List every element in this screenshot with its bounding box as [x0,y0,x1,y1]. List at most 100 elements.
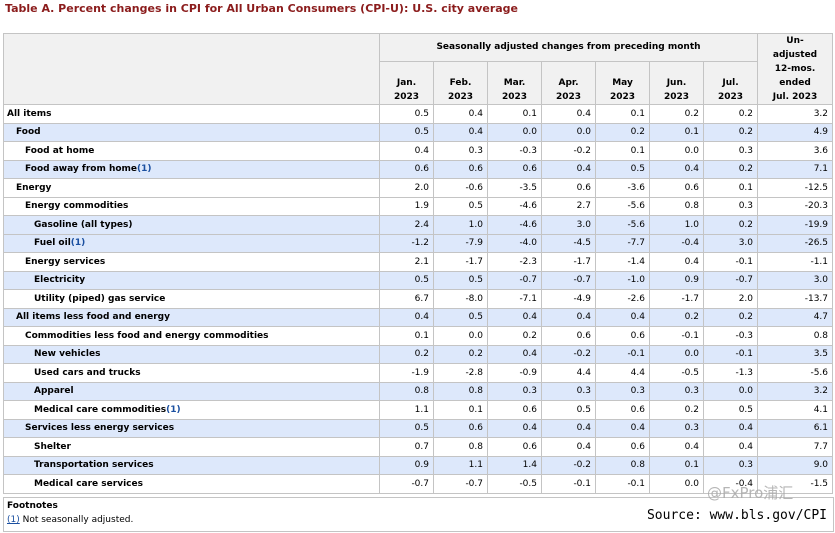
monthly-value-cell: 0.3 [487,381,542,401]
monthly-value-cell: 0.4 [649,252,704,272]
monthly-value-cell: 0.2 [702,215,759,235]
footnote-link[interactable]: (1) [7,515,20,525]
monthly-value-cell: 3.0 [702,233,759,253]
row-label-text: Utility (piped) gas service [34,293,166,304]
unadjusted-header-line: Un- [786,36,804,46]
unadjusted-header-line: Jul. 2023 [772,92,818,102]
footnote-marker[interactable]: (1) [70,238,86,249]
monthly-value-cell: 0.3 [702,141,759,161]
table-row: All items less food and energy 0.4 0.5 0.4 0… [3,307,834,327]
monthly-value-cell: 0.8 [595,455,650,475]
row-label: New vehicles [3,344,380,364]
row-label-text: Electricity [34,275,86,286]
monthly-value-cell: 4.4 [541,363,596,383]
year-label: 2023 [447,92,474,102]
monthly-value-cell: 0.4 [541,104,596,124]
monthly-value-cell: 0.3 [702,455,759,475]
monthly-value-cell: 0.6 [487,159,542,179]
row-label-text: Gasoline (all types) [34,219,133,230]
monthly-value-cell: 0.6 [649,178,704,198]
monthly-value-cell: 0.6 [379,159,434,179]
month-header: Jan. 2023 [379,60,434,106]
monthly-value-cell: -2.3 [487,252,542,272]
monthly-value-cell: -1.7 [433,252,488,272]
row-label: Food [3,122,380,142]
table-row: Energy services 2.1 -1.7 -2.3 -1.7 -1.4 0.4 -0.… [3,252,834,272]
footnote-marker[interactable]: (1) [166,404,181,415]
monthly-value-cell: -0.1 [595,344,650,364]
unadjusted-value-cell: -19.9 [757,215,834,235]
monthly-value-cell: 0.8 [433,437,488,457]
row-label: Services less energy services [3,418,380,438]
monthly-value-cell: 0.0 [702,381,759,401]
table-row: Food 0.5 0.4 0.0 0.0 0.2 0.1 0.2 4.9 [3,122,834,142]
monthly-value-cell: 0.6 [433,418,488,438]
monthly-value-cell: 0.4 [487,344,542,364]
monthly-value-cell: 0.5 [702,400,759,420]
unadjusted-value-cell: -5.6 [757,363,834,383]
table-row: Gasoline (all types) 2.4 1.0 -4.6 3.0 -5.6 1.0… [3,215,834,235]
monthly-value-cell: -0.1 [649,326,704,346]
monthly-value-cell: 0.6 [433,159,488,179]
watermark-logo: @FxPro浦汇 [707,484,794,502]
monthly-value-cell: -0.1 [702,252,759,272]
month-label: Apr. [558,78,579,88]
row-label-text: Energy commodities [25,201,129,212]
monthly-value-cell: -5.6 [595,196,650,216]
monthly-value-cell: 0.4 [433,104,488,124]
monthly-value-cell: 0.5 [433,307,488,327]
month-label: Mar. [503,78,526,88]
monthly-value-cell: 0.4 [595,307,650,327]
month-label: May [612,78,633,88]
year-label: 2023 [663,92,690,102]
unadjusted-value-cell: 3.2 [757,381,834,401]
monthly-value-cell: 0.4 [379,141,434,161]
row-label: Gasoline (all types) [3,215,380,235]
monthly-value-cell: -0.4 [702,474,759,494]
monthly-value-cell: -7.7 [595,233,650,253]
monthly-value-cell: 1.9 [379,196,434,216]
monthly-value-cell: 0.4 [487,307,542,327]
row-label: Electricity [3,270,380,290]
monthly-value-cell: 0.5 [379,104,434,124]
monthly-value-cell: 0.3 [433,141,488,161]
monthly-value-cell: 2.7 [541,196,596,216]
row-label: All items less food and energy [3,307,380,327]
row-label-text: Energy [16,182,52,193]
row-label-text: All items less food and energy [16,312,170,323]
month-header: Jun. 2023 [649,60,704,106]
monthly-value-cell: 0.8 [433,381,488,401]
unadjusted-value-cell: 3.2 [757,104,834,124]
monthly-value-cell: -1.7 [649,289,704,309]
monthly-value-cell: 0.9 [379,455,434,475]
row-label-text: Services less energy services [25,423,175,434]
footnote-marker[interactable]: (1) [137,164,152,175]
table-row: Energy 2.0 -0.6 -3.5 0.6 -3.6 0.6 0.1 -12.5 [3,178,834,198]
table-row: Medical care commodities(1) 1.1 0.1 0.6 0.5 0… [3,400,834,420]
monthly-value-cell: 0.2 [649,104,704,124]
monthly-value-cell: 0.2 [595,122,650,142]
monthly-value-cell: -0.5 [487,474,542,494]
monthly-value-cell: 0.4 [702,418,759,438]
monthly-value-cell: 0.4 [595,418,650,438]
monthly-value-cell: -1.9 [379,363,434,383]
monthly-value-cell: -0.2 [541,141,596,161]
monthly-value-cell: 0.1 [487,104,542,124]
unadjusted-header: Un-adjusted 12-mos. ended Jul. 2023 [757,33,834,105]
cpi-table: Seasonally adjusted changes from precedi… [3,33,834,494]
unadjusted-value-cell: 3.5 [757,344,834,364]
table-row: Food away from home(1) 0.6 0.6 0.6 0.4 0.5 0.4… [3,159,834,179]
row-label: Fuel oil(1) [3,233,380,253]
monthly-value-cell: -2.8 [433,363,488,383]
monthly-value-cell: 0.5 [379,418,434,438]
row-label: Food at home [3,141,380,161]
monthly-value-cell: -0.7 [379,474,434,494]
unadjusted-value-cell: -1.1 [757,252,834,272]
unadjusted-header-line: 12-mos. [774,64,816,74]
monthly-value-cell: -8.0 [433,289,488,309]
year-label: 2023 [555,92,582,102]
monthly-value-cell: -0.6 [433,178,488,198]
row-label-text: Apparel [34,386,74,397]
monthly-value-cell: 0.8 [649,196,704,216]
monthly-value-cell: 0.4 [487,418,542,438]
